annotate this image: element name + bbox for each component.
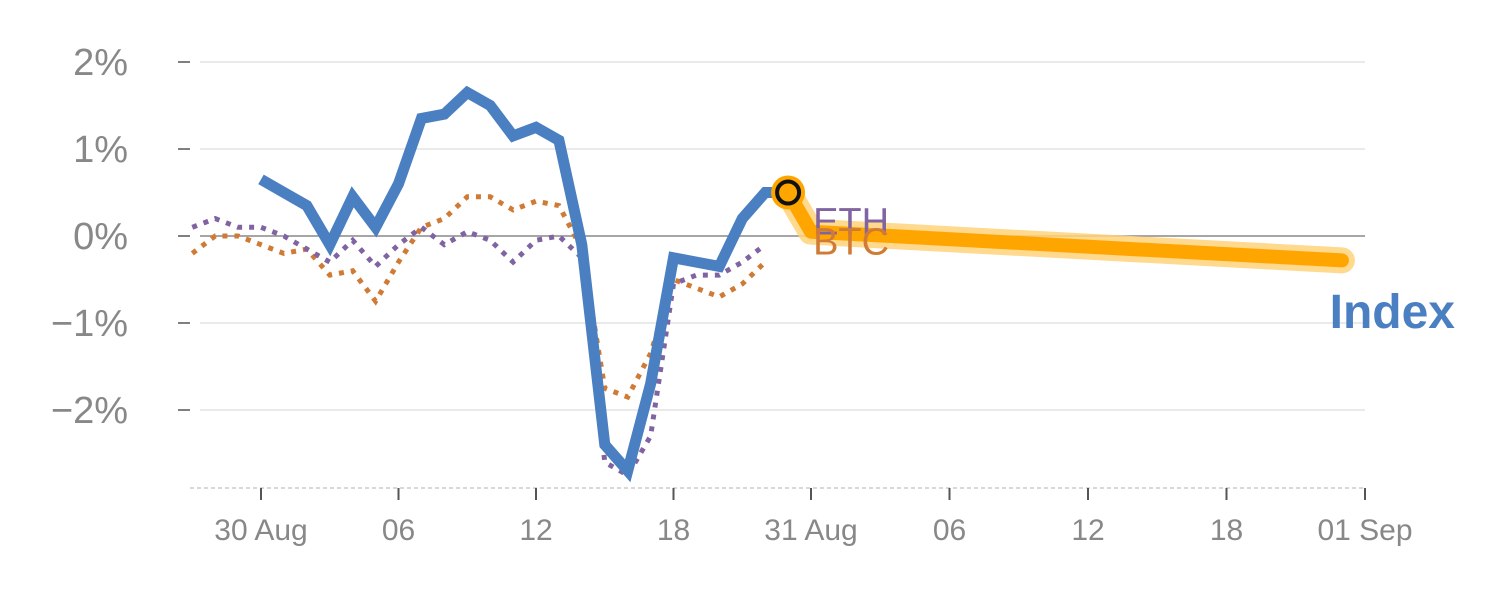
- y-tick-label: −1%: [51, 303, 128, 345]
- series-layer: [190, 85, 1355, 483]
- x-tick-label: 31 Aug: [764, 514, 857, 547]
- x-tick-label: 06: [382, 514, 415, 547]
- y-tick-label: 0%: [73, 216, 128, 258]
- last-value-marker: [775, 179, 802, 206]
- series-label-btc: BTC: [813, 222, 889, 264]
- grid-layer: [200, 61, 1365, 411]
- x-tick-label: 12: [1071, 514, 1104, 547]
- y-tick-label: 1%: [73, 129, 128, 171]
- axis-layer: 2% 1% 0% −1% −2% 30 Aug 06 12 18 31 Aug 06 12 18 01 S…: [51, 42, 1413, 547]
- series-line-index: [258, 85, 789, 483]
- x-tick-label: 06: [933, 514, 966, 547]
- series-label-eth: ETH: [813, 202, 889, 244]
- y-tick-label: −2%: [51, 390, 128, 432]
- x-tick-label: 01 Sep: [1317, 514, 1412, 547]
- x-tick-label: 30 Aug: [214, 514, 307, 547]
- series-label-index: Index: [1330, 286, 1456, 339]
- x-tick-label: 12: [519, 514, 552, 547]
- x-tick-label: 18: [657, 514, 690, 547]
- x-tick-label: 18: [1210, 514, 1243, 547]
- series-line-btc: [190, 194, 767, 401]
- label-layer: ETH BTC Index: [813, 202, 1455, 340]
- y-tick-label: 2%: [73, 42, 128, 84]
